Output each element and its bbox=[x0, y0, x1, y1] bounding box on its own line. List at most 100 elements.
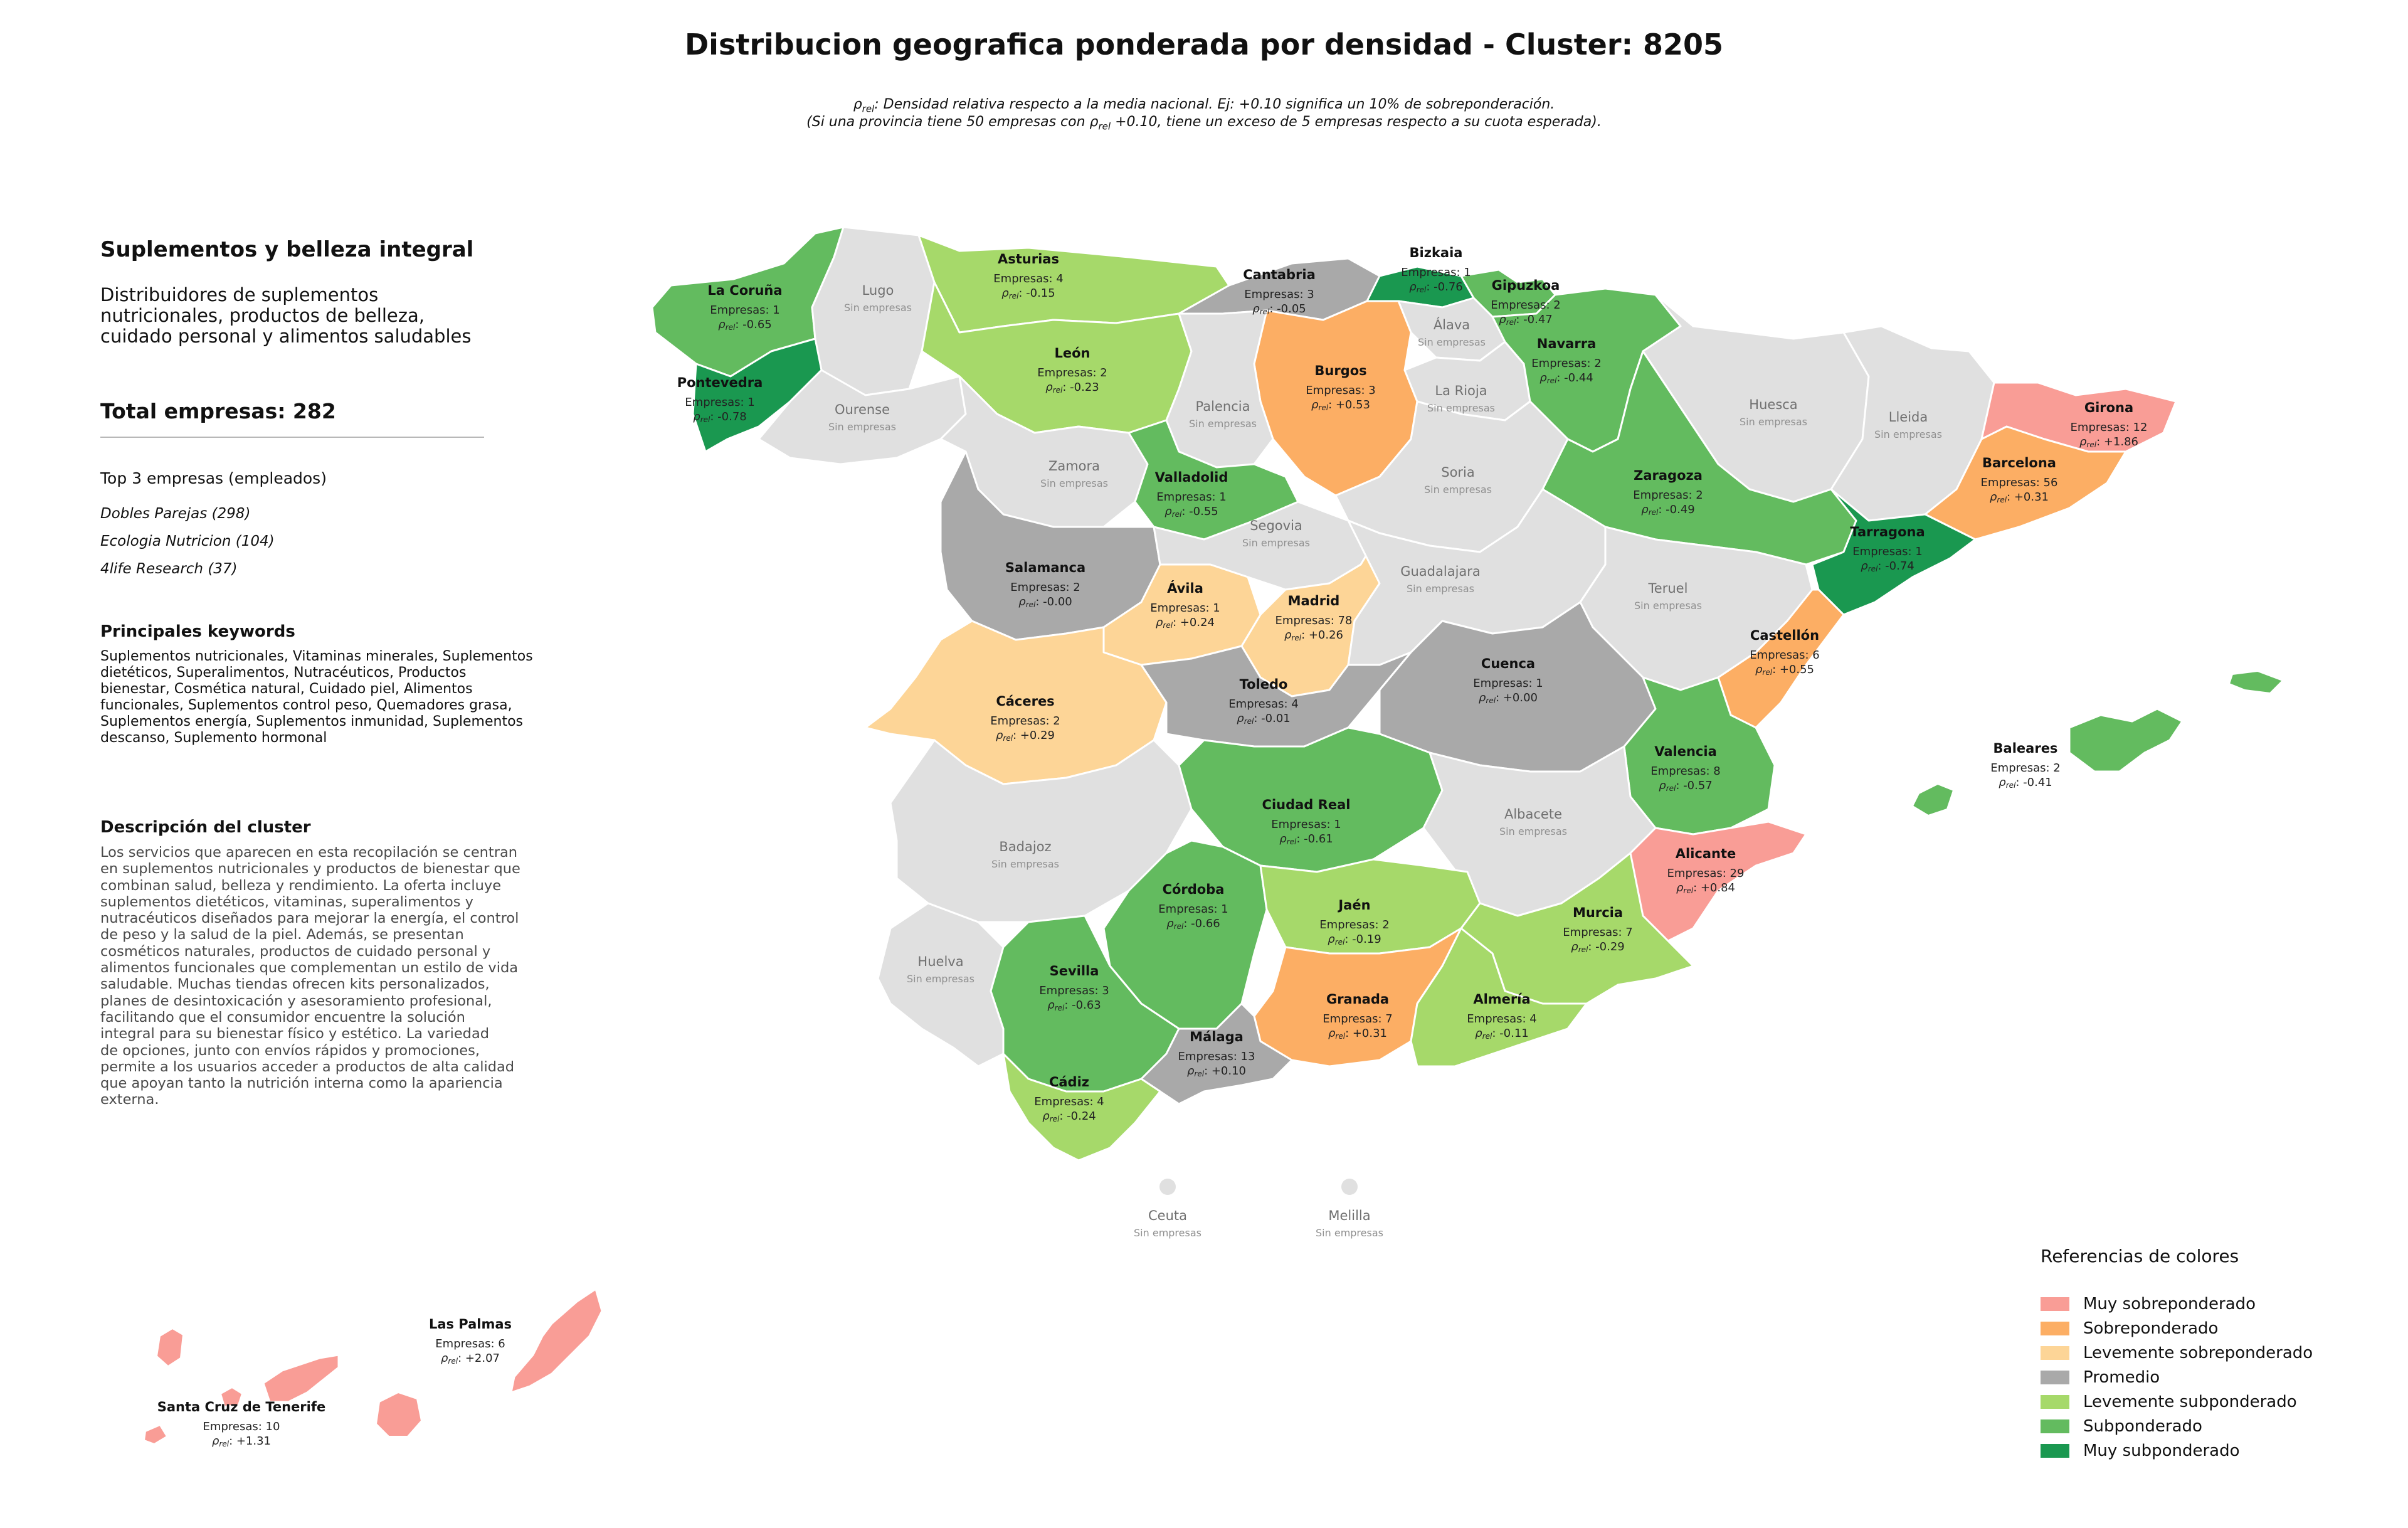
legend-item-sobreponderado: Sobreponderado bbox=[2041, 1319, 2218, 1338]
province-label: Madrid bbox=[1288, 593, 1340, 608]
province-label: Cantabria bbox=[1243, 267, 1316, 282]
province-rho: ρrel: -0.11 bbox=[1475, 1027, 1528, 1041]
province-rho: ρrel: -0.01 bbox=[1237, 712, 1290, 726]
province-companies: Empresas: 2 bbox=[1633, 489, 1703, 502]
legend-item-levemente-sobreponderado: Levemente sobreponderado bbox=[2041, 1344, 2313, 1362]
province-label: Zaragoza bbox=[1634, 468, 1703, 483]
province-melilla bbox=[1341, 1179, 1358, 1195]
province-rho: ρrel: -0.24 bbox=[1042, 1110, 1096, 1123]
province-no-data: Sin empresas bbox=[844, 302, 912, 314]
province-companies: Empresas: 1 bbox=[685, 396, 754, 409]
province-label: Gipuzkoa bbox=[1492, 278, 1560, 293]
description-line: integral para su bienestar físico y esté… bbox=[100, 1026, 490, 1043]
province-label: La Coruña bbox=[707, 283, 782, 298]
description-line: suplementos dietéticos, vitaminas, super… bbox=[100, 893, 473, 910]
keywords-line: Suplementos nutricionales, Vitaminas min… bbox=[100, 649, 533, 664]
province-companies: Empresas: 12 bbox=[2071, 421, 2148, 434]
province-label: Valencia bbox=[1654, 744, 1716, 759]
province-rho: ρrel: -0.05 bbox=[1252, 302, 1306, 316]
cluster-subtitle-line: Distribuidores de suplementos bbox=[100, 284, 379, 305]
province-no-data: Sin empresas bbox=[1418, 336, 1486, 348]
province-no-data: Sin empresas bbox=[1427, 402, 1495, 414]
province-label: Alicante bbox=[1676, 846, 1736, 861]
province-companies: Empresas: 4 bbox=[1467, 1012, 1536, 1026]
province-companies: Empresas: 1 bbox=[1852, 545, 1922, 558]
province-label: Huesca bbox=[1749, 397, 1797, 412]
province-rho: ρrel: +0.24 bbox=[1156, 616, 1215, 630]
divider bbox=[100, 437, 484, 438]
province-companies: Empresas: 7 bbox=[1563, 926, 1632, 939]
province-label: Salamanca bbox=[1005, 560, 1085, 575]
province-companies: Empresas: 2 bbox=[990, 714, 1060, 728]
province-label: Baleares bbox=[1993, 741, 2058, 756]
province-label: Guadalajara bbox=[1400, 564, 1481, 579]
province-no-data: Sin empresas bbox=[1316, 1227, 1383, 1239]
province-rho: ρrel: +0.10 bbox=[1187, 1064, 1246, 1078]
cluster-subtitle: Distribuidores de suplementos nutriciona… bbox=[100, 285, 539, 347]
description-line: saludable. Muchas tiendas ofrecen kits p… bbox=[100, 976, 490, 993]
province-badajoz bbox=[889, 739, 1193, 923]
description-line: alimentos funcionales que complementan u… bbox=[100, 960, 519, 977]
legend-swatch bbox=[2041, 1322, 2069, 1335]
province-no-data: Sin empresas bbox=[991, 858, 1059, 870]
keywords-line: Suplementos energía, Suplementos inmunid… bbox=[100, 714, 524, 730]
province-no-data: Sin empresas bbox=[1424, 484, 1492, 496]
cluster-name: Suplementos y belleza integral bbox=[100, 237, 474, 262]
province-label: Córdoba bbox=[1163, 882, 1225, 897]
province-label: Málaga bbox=[1190, 1029, 1244, 1044]
density-note-text: : Densidad relativa respecto a la media … bbox=[874, 97, 1555, 112]
province-companies: Empresas: 2 bbox=[1010, 581, 1080, 594]
province-label: Almería bbox=[1473, 992, 1530, 1007]
province-rho: ρrel: -0.74 bbox=[1861, 560, 1914, 573]
legend-swatch bbox=[2041, 1297, 2069, 1311]
province-las-palmas-island bbox=[375, 1391, 423, 1437]
province-rho: ρrel: +0.26 bbox=[1284, 629, 1343, 642]
province-baleares bbox=[2068, 708, 2184, 773]
province-label: Álava bbox=[1434, 317, 1470, 332]
province-label: Melilla bbox=[1328, 1208, 1370, 1223]
province-no-data: Sin empresas bbox=[1189, 418, 1257, 430]
province-companies: Empresas: 10 bbox=[203, 1420, 280, 1433]
province-rho: ρrel: +0.00 bbox=[1479, 691, 1538, 705]
province-rho: ρrel: +1.31 bbox=[212, 1435, 271, 1448]
province-label: Castellón bbox=[1750, 628, 1819, 643]
province-santa-cruz-de-tenerife-island bbox=[156, 1327, 184, 1367]
legend-swatch bbox=[2041, 1346, 2069, 1360]
keywords-line: descanso, Suplemento hormonal bbox=[100, 730, 327, 746]
legend-label: Subponderado bbox=[2083, 1417, 2202, 1436]
province-label: Cuenca bbox=[1481, 656, 1535, 671]
province-rho: ρrel: -0.23 bbox=[1045, 381, 1099, 395]
top-companies-label: Top 3 empresas (empleados) bbox=[100, 469, 327, 487]
province-companies: Empresas: 29 bbox=[1667, 867, 1745, 880]
province-rho: ρrel: -0.47 bbox=[1499, 313, 1552, 327]
province-rho: ρrel: -0.61 bbox=[1279, 832, 1333, 846]
legend-item-subponderado: Subponderado bbox=[2041, 1417, 2202, 1436]
province-rho: ρrel: +0.55 bbox=[1755, 663, 1814, 677]
province-rho: ρrel: +0.31 bbox=[1328, 1027, 1387, 1041]
province-no-data: Sin empresas bbox=[1134, 1227, 1201, 1239]
province-label: Soria bbox=[1441, 465, 1475, 480]
province-label: Ceuta bbox=[1148, 1208, 1187, 1223]
province-label: Barcelona bbox=[1982, 455, 2056, 470]
province-companies: Empresas: 13 bbox=[1178, 1050, 1255, 1063]
province-label: Sevilla bbox=[1050, 963, 1099, 979]
province-baleares-island bbox=[2228, 670, 2284, 694]
province-label: Albacete bbox=[1504, 807, 1562, 822]
legend-swatch bbox=[2041, 1395, 2069, 1409]
province-label: La Rioja bbox=[1435, 383, 1487, 398]
legend-label: Muy subponderado bbox=[2083, 1441, 2240, 1460]
province-rho: ρrel: -0.41 bbox=[1999, 776, 2052, 790]
province-rho: ρrel: -0.66 bbox=[1166, 917, 1220, 931]
province-label: Segovia bbox=[1250, 518, 1302, 533]
province-label: Murcia bbox=[1573, 905, 1623, 920]
province-tarragona bbox=[1811, 488, 1977, 616]
province-companies: Empresas: 1 bbox=[1473, 677, 1543, 690]
province-label: Zamora bbox=[1048, 459, 1100, 474]
province-label: Cádiz bbox=[1049, 1074, 1089, 1090]
description-line: combinan salud, belleza y rendimiento. L… bbox=[100, 877, 502, 894]
province-rho: ρrel: -0.65 bbox=[718, 318, 771, 332]
province-label: Las Palmas bbox=[429, 1317, 512, 1332]
province-rho: ρrel: -0.63 bbox=[1047, 999, 1101, 1012]
rho-symbol: ρ bbox=[853, 97, 862, 112]
